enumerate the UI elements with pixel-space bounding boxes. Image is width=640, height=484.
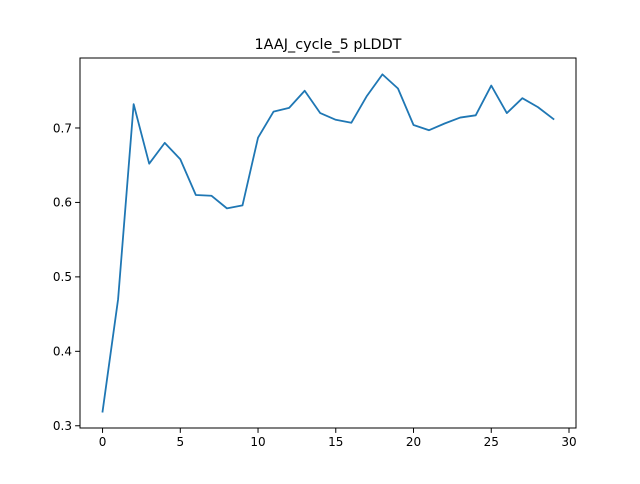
y-tick-label: 0.6 <box>53 196 72 210</box>
y-tick-label: 0.3 <box>53 419 72 433</box>
x-axis: 0 5 10 15 20 25 30 <box>99 428 577 449</box>
series-line <box>101 73 555 413</box>
y-tick-label: 0.5 <box>53 270 72 284</box>
x-tick-label: 20 <box>406 435 421 449</box>
x-tick-label: 10 <box>250 435 265 449</box>
x-tick-label: 5 <box>176 435 184 449</box>
chart-title: 1AAJ_cycle_5 pLDDT <box>255 37 402 53</box>
x-tick-label: 15 <box>328 435 343 449</box>
x-tick-label: 0 <box>99 435 107 449</box>
x-tick-label: 25 <box>484 435 499 449</box>
y-axis: 0.3 0.4 0.5 0.6 0.7 <box>53 121 80 433</box>
series-layer <box>101 73 555 413</box>
y-tick-label: 0.7 <box>53 121 72 135</box>
x-tick-label: 30 <box>561 435 576 449</box>
y-tick-label: 0.4 <box>53 345 72 359</box>
plot-frame <box>79 57 577 429</box>
